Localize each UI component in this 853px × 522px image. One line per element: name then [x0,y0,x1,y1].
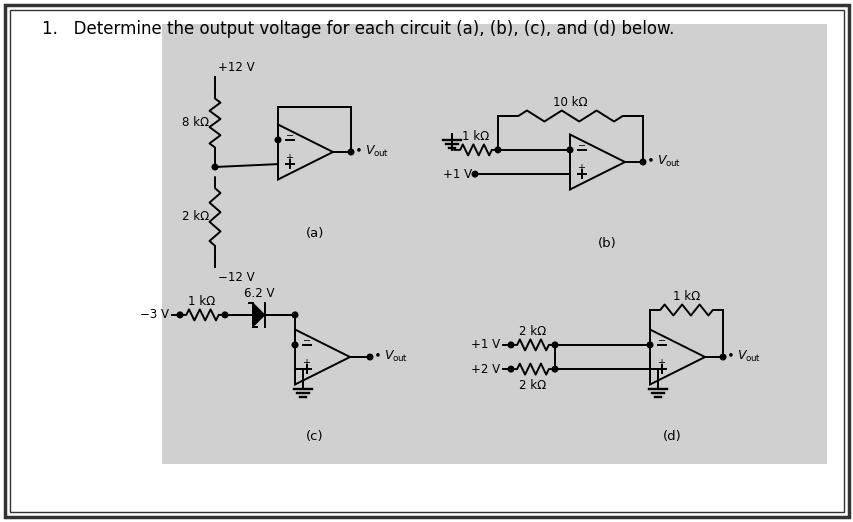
Text: 8 kΩ: 8 kΩ [182,116,209,129]
Text: 6.2 V: 6.2 V [243,287,274,300]
Circle shape [640,159,645,165]
Text: $+$: $+$ [657,357,665,368]
Text: +12 V: +12 V [218,61,254,74]
Text: 1 kΩ: 1 kΩ [461,130,489,143]
Text: $+$: $+$ [577,162,586,173]
Circle shape [552,342,557,348]
Bar [162,24,826,464]
Circle shape [472,171,477,177]
Text: +1 V: +1 V [470,338,499,351]
Text: −12 V: −12 V [218,271,254,284]
Circle shape [348,149,353,155]
Circle shape [222,312,228,318]
Text: $-$: $-$ [302,334,311,344]
Circle shape [275,137,281,143]
Circle shape [177,312,183,318]
Text: (c): (c) [306,430,323,443]
Text: (a): (a) [305,227,324,240]
Text: $\bullet\ V_{\!\mathrm{out}}$: $\bullet\ V_{\!\mathrm{out}}$ [373,349,408,363]
Text: 1.   Determine the output voltage for each circuit (a), (b), (c), and (d) below.: 1. Determine the output voltage for each… [42,20,674,38]
Text: +2 V: +2 V [470,363,499,376]
Circle shape [367,354,373,360]
Text: $+$: $+$ [285,152,294,163]
Circle shape [647,342,652,348]
Text: 10 kΩ: 10 kΩ [553,96,587,109]
Circle shape [292,312,298,318]
Polygon shape [252,303,264,327]
Text: 2 kΩ: 2 kΩ [519,379,546,392]
Text: (d): (d) [662,430,681,443]
Text: (b): (b) [597,237,616,250]
Text: 1 kΩ: 1 kΩ [672,290,699,303]
Text: 2 kΩ: 2 kΩ [182,210,209,223]
Circle shape [552,366,557,372]
Text: 1 kΩ: 1 kΩ [189,295,215,308]
Text: $-$: $-$ [657,334,666,344]
Circle shape [212,164,218,170]
Text: $\bullet\ V_{\!\mathrm{out}}$: $\bullet\ V_{\!\mathrm{out}}$ [354,144,389,159]
Circle shape [495,147,500,153]
Circle shape [508,342,514,348]
Text: $-$: $-$ [285,129,294,139]
Text: +1 V: +1 V [443,168,472,181]
Text: −3 V: −3 V [140,309,169,322]
Text: $+$: $+$ [302,357,311,368]
Circle shape [508,366,514,372]
Text: $\bullet\ V_{\!\mathrm{out}}$: $\bullet\ V_{\!\mathrm{out}}$ [725,349,760,363]
Text: $\bullet\ V_{\!\mathrm{out}}$: $\bullet\ V_{\!\mathrm{out}}$ [645,153,681,169]
Text: $-$: $-$ [577,139,586,149]
Circle shape [719,354,725,360]
Text: 2 kΩ: 2 kΩ [519,325,546,338]
Circle shape [292,342,298,348]
Circle shape [566,147,572,153]
